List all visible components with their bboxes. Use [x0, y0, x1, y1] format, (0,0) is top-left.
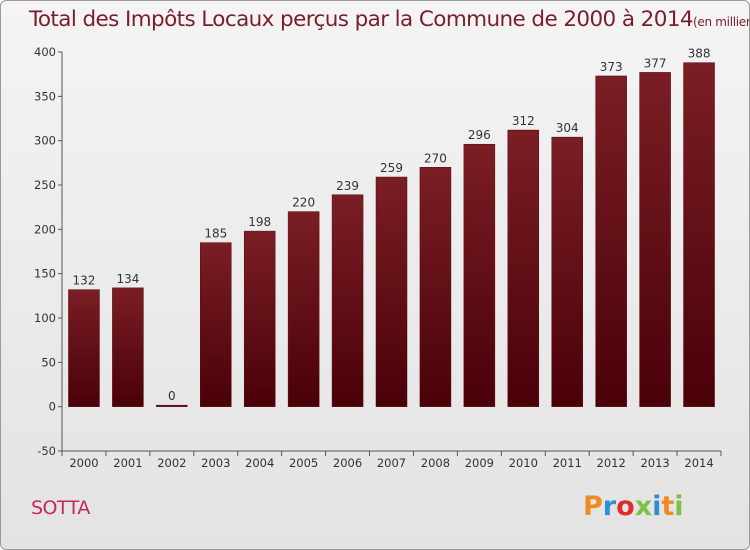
data-label: 388	[688, 47, 711, 61]
bar	[331, 194, 364, 407]
y-tick-label: 250	[34, 178, 56, 192]
data-label: 377	[644, 56, 667, 70]
x-tick-label: 2010	[509, 456, 538, 470]
bar	[419, 167, 452, 407]
data-label: 134	[116, 272, 139, 286]
bar	[68, 289, 100, 407]
logo-letter: x	[634, 491, 653, 522]
x-tick-label: 2013	[640, 456, 669, 470]
data-label: 270	[424, 151, 447, 165]
bar	[551, 136, 583, 407]
y-tick-label: 300	[34, 134, 56, 148]
data-label: 220	[292, 196, 315, 210]
y-tick-label: 150	[34, 267, 56, 281]
data-label: 132	[73, 274, 96, 288]
bar	[683, 62, 715, 407]
x-tick-label: 2014	[684, 456, 713, 470]
x-tick-label: 2002	[157, 456, 186, 470]
data-label: 185	[204, 227, 227, 241]
x-tick-label: 2012	[597, 456, 626, 470]
data-label: 373	[600, 60, 623, 74]
x-tick-label: 2009	[465, 456, 494, 470]
logo-letter: r	[602, 491, 617, 522]
bar	[112, 287, 144, 407]
x-tick-label: 2011	[553, 456, 582, 470]
logo-letter: o	[616, 491, 635, 522]
bar	[287, 211, 320, 407]
bar	[243, 230, 276, 407]
x-tick-label: 2006	[333, 456, 362, 470]
data-label: 312	[512, 114, 535, 128]
bar	[507, 129, 540, 407]
bars	[68, 62, 715, 407]
y-tick-label: 100	[34, 311, 56, 325]
x-tick-label: 2008	[421, 456, 450, 470]
x-tick-label: 2000	[69, 456, 98, 470]
proxiti-logo[interactable]: Proxiti	[583, 491, 684, 522]
bar	[639, 72, 671, 407]
data-label: 198	[248, 215, 271, 229]
bar	[200, 242, 232, 407]
data-labels: 132 134 0 185 198 220 239 259 270 296 312 304 373 377…	[73, 47, 711, 404]
x-tick-label: 2004	[245, 456, 274, 470]
bar	[463, 143, 496, 407]
x-tick-label: 2001	[113, 456, 142, 470]
data-label: 296	[468, 128, 491, 142]
data-label: 259	[380, 161, 403, 175]
title-unit: (en milliers d'€)	[693, 15, 749, 29]
bar	[595, 75, 627, 407]
y-tick-label: 400	[34, 45, 56, 59]
data-label: 304	[556, 121, 579, 135]
y-tick-label: 50	[41, 355, 56, 369]
title-main: Total des Impôts Locaux perçus par la Co…	[29, 7, 694, 32]
y-tick-label: 200	[34, 222, 56, 236]
data-label: 0	[168, 389, 176, 403]
y-tick-label: 350	[34, 89, 56, 103]
commune-name: SOTTA	[31, 497, 90, 519]
x-tick-label: 2005	[289, 456, 318, 470]
logo-letter: t	[661, 491, 675, 522]
logo-letter: i	[674, 491, 684, 522]
x-tick-label: 2003	[201, 456, 230, 470]
y-tick-label: 0	[49, 400, 56, 414]
bar	[375, 176, 408, 407]
logo-letter: i	[652, 491, 662, 522]
x-tick-label: 2007	[377, 456, 406, 470]
chart-title: Total des Impôts Locaux perçus par la Co…	[29, 7, 749, 32]
data-label: 239	[336, 179, 359, 193]
logo-letter: P	[583, 491, 603, 522]
bar	[156, 404, 188, 407]
y-tick-label: -50	[37, 444, 56, 458]
axes: -50 0 50 100 150 200 250 300 350 400 2000 2001 2002 2…	[34, 45, 722, 470]
